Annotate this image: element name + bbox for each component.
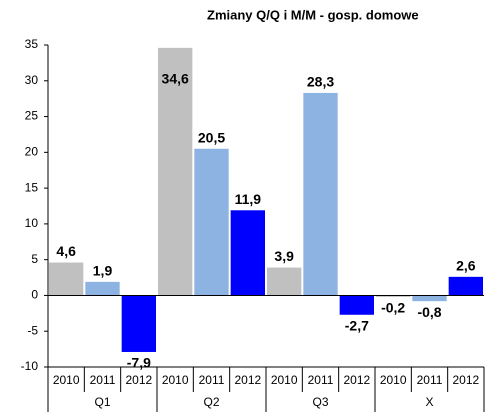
bar <box>303 92 338 296</box>
y-tick-label: 30 <box>25 73 39 87</box>
x-group-label: Q3 <box>312 395 328 409</box>
x-tick-label: 2010 <box>380 373 407 387</box>
data-label: 11,9 <box>235 191 262 207</box>
bar <box>376 295 411 297</box>
bar <box>448 276 483 296</box>
x-group-label: X <box>425 395 433 409</box>
bar <box>158 47 193 296</box>
data-label: 28,3 <box>307 74 334 90</box>
data-label: 1,9 <box>93 263 113 279</box>
data-label: -0,8 <box>417 304 441 320</box>
y-tick-label: -10 <box>21 359 39 373</box>
x-tick-label: 2010 <box>53 373 80 387</box>
y-tick-label: 20 <box>25 145 39 159</box>
x-tick-label: 2011 <box>90 373 116 387</box>
bar <box>121 295 156 352</box>
x-group-label: Q1 <box>94 395 110 409</box>
y-tick-label: 25 <box>25 109 39 123</box>
data-label: -2,7 <box>345 317 369 333</box>
y-tick-label: 0 <box>31 288 38 302</box>
data-label: 2,6 <box>456 258 476 274</box>
bar <box>194 148 229 296</box>
x-tick-label: 2010 <box>162 373 189 387</box>
bar <box>230 210 265 296</box>
x-tick-label: 2012 <box>125 373 152 387</box>
y-tick-label: 35 <box>25 37 39 51</box>
bar <box>412 295 447 302</box>
bar <box>339 295 374 315</box>
x-tick-label: 2012 <box>234 373 261 387</box>
x-group-label: Q2 <box>203 395 219 409</box>
y-tick-label: -5 <box>27 323 38 337</box>
y-tick-label: 5 <box>31 252 38 266</box>
data-label: 20,5 <box>198 129 225 145</box>
chart-title: Zmiany Q/Q i M/M - gosp. domowe <box>207 7 419 22</box>
data-label: 3,9 <box>274 248 294 264</box>
data-label: -0,2 <box>381 300 405 316</box>
x-tick-label: 2011 <box>308 373 334 387</box>
x-tick-label: 2011 <box>417 373 443 387</box>
x-tick-label: 2012 <box>452 373 479 387</box>
x-tick-label: 2011 <box>199 373 225 387</box>
x-tick-label: 2010 <box>271 373 298 387</box>
x-tick-label: 2012 <box>343 373 370 387</box>
data-label: -7,9 <box>127 355 151 371</box>
y-tick-label: 15 <box>25 180 39 194</box>
data-label: 4,6 <box>56 243 76 259</box>
bar <box>85 281 120 296</box>
data-label: 34,6 <box>162 71 189 87</box>
bar <box>49 262 84 296</box>
y-tick-label: 10 <box>25 216 39 230</box>
bar <box>267 267 302 296</box>
